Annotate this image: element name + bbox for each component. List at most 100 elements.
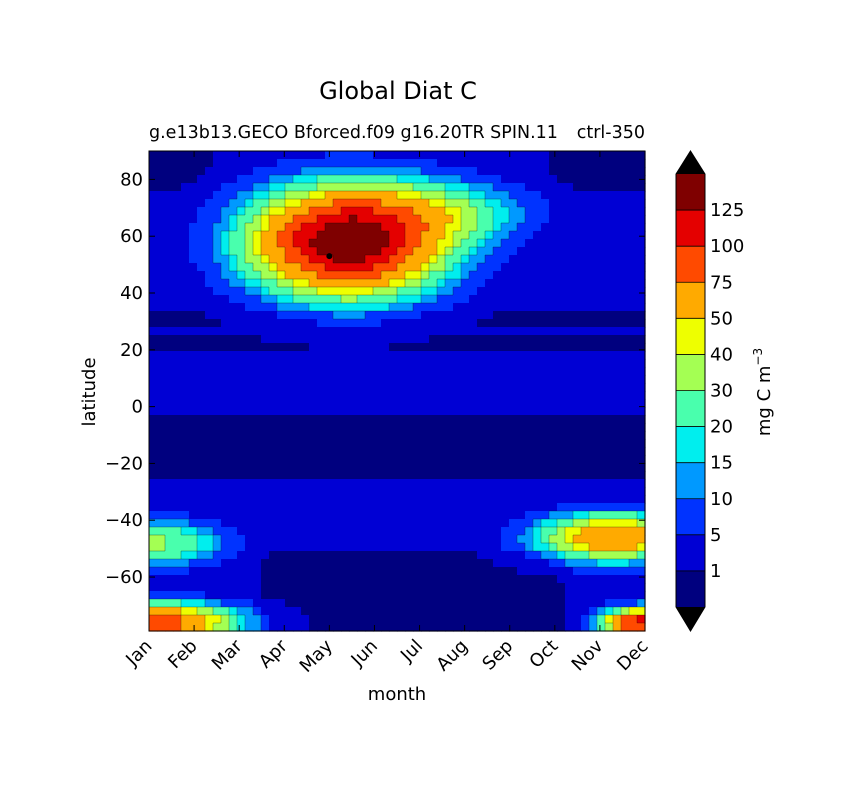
heatmap-cell <box>165 495 174 504</box>
heatmap-cell <box>573 255 582 264</box>
heatmap-cell <box>165 519 174 528</box>
heatmap-cell <box>597 583 606 592</box>
heatmap-cell <box>261 375 270 384</box>
heatmap-cell <box>557 495 566 504</box>
heatmap-cell <box>349 183 358 192</box>
heatmap-cell <box>301 223 310 232</box>
heatmap-cell <box>221 415 230 424</box>
heatmap-cell <box>549 471 558 480</box>
heatmap-cell <box>389 415 398 424</box>
heatmap-cell <box>309 567 318 576</box>
heatmap-cell <box>469 519 478 528</box>
heatmap-cell <box>317 223 326 232</box>
heatmap-cell <box>397 535 406 544</box>
heatmap-cell <box>197 455 206 464</box>
heatmap-cell <box>613 535 622 544</box>
heatmap-cell <box>461 367 470 376</box>
heatmap-cell <box>533 455 542 464</box>
heatmap-cell <box>429 303 438 312</box>
heatmap-cell <box>549 599 558 608</box>
heatmap-cell <box>261 231 270 240</box>
heatmap-cell <box>165 271 174 280</box>
heatmap-cell <box>373 591 382 600</box>
heatmap-cell <box>421 223 430 232</box>
heatmap-cell <box>301 207 310 216</box>
heatmap-cell <box>533 175 542 184</box>
heatmap-cell <box>165 375 174 384</box>
heatmap-cell <box>461 439 470 448</box>
heatmap-cell <box>629 447 638 456</box>
heatmap-cell <box>445 151 454 160</box>
heatmap-cell <box>253 543 262 552</box>
x-tick-label: Sep <box>478 636 517 675</box>
heatmap-cell <box>341 191 350 200</box>
heatmap-cell <box>517 263 526 272</box>
heatmap-cell <box>445 551 454 560</box>
heatmap-cell <box>469 223 478 232</box>
heatmap-cell <box>237 247 246 256</box>
heatmap-cell <box>629 383 638 392</box>
heatmap-cell <box>589 511 598 520</box>
heatmap-cell <box>269 303 278 312</box>
heatmap-cell <box>381 151 390 160</box>
heatmap-cell <box>365 151 374 160</box>
heatmap-cell <box>533 423 542 432</box>
heatmap-cell <box>165 255 174 264</box>
heatmap-cell <box>237 279 246 288</box>
heatmap-cell <box>317 415 326 424</box>
heatmap-cell <box>245 183 254 192</box>
heatmap-cell <box>477 383 486 392</box>
heatmap-cell <box>293 463 302 472</box>
heatmap-cell <box>309 439 318 448</box>
heatmap-cell <box>413 167 422 176</box>
heatmap-cell <box>181 159 190 168</box>
heatmap-cell <box>533 471 542 480</box>
heatmap-cell <box>309 271 318 280</box>
heatmap-cell <box>429 551 438 560</box>
heatmap-cell <box>293 479 302 488</box>
heatmap-cell <box>421 367 430 376</box>
heatmap-cell <box>517 623 526 632</box>
heatmap-cell <box>309 551 318 560</box>
x-tick-label: Aug <box>432 636 472 676</box>
heatmap-cell <box>501 511 510 520</box>
heatmap-cell <box>221 207 230 216</box>
heatmap-cell <box>397 327 406 336</box>
heatmap-cell <box>405 495 414 504</box>
heatmap-cell <box>301 575 310 584</box>
heatmap-cell <box>525 479 534 488</box>
heatmap-cell <box>549 343 558 352</box>
heatmap-cell <box>373 327 382 336</box>
heatmap-cell <box>149 431 158 440</box>
heatmap-cell <box>285 607 294 616</box>
heatmap-cell <box>237 215 246 224</box>
colorbar-label-exponent: −3 <box>751 348 765 366</box>
heatmap-cell <box>333 231 342 240</box>
heatmap-cell <box>573 375 582 384</box>
heatmap-cell <box>517 551 526 560</box>
heatmap-cell <box>277 159 286 168</box>
heatmap-cell <box>477 279 486 288</box>
heatmap-cell <box>461 423 470 432</box>
heatmap-cell <box>397 559 406 568</box>
heatmap-cell <box>181 551 190 560</box>
heatmap-cell <box>285 215 294 224</box>
heatmap-cell <box>429 191 438 200</box>
heatmap-cell <box>245 359 254 368</box>
heatmap-cell <box>533 295 542 304</box>
heatmap-cell <box>389 239 398 248</box>
heatmap-cell <box>485 607 494 616</box>
heatmap-cell <box>349 471 358 480</box>
heatmap-cell <box>589 607 598 616</box>
heatmap-cell <box>317 471 326 480</box>
heatmap-cell <box>605 543 614 552</box>
heatmap-cell <box>285 271 294 280</box>
heatmap-cell <box>389 623 398 632</box>
heatmap-cell <box>341 535 350 544</box>
heatmap-cell <box>213 423 222 432</box>
heatmap-cell <box>533 527 542 536</box>
heatmap-cell <box>205 519 214 528</box>
heatmap-cell <box>173 463 182 472</box>
heatmap-cell <box>565 199 574 208</box>
heatmap-cell <box>229 543 238 552</box>
